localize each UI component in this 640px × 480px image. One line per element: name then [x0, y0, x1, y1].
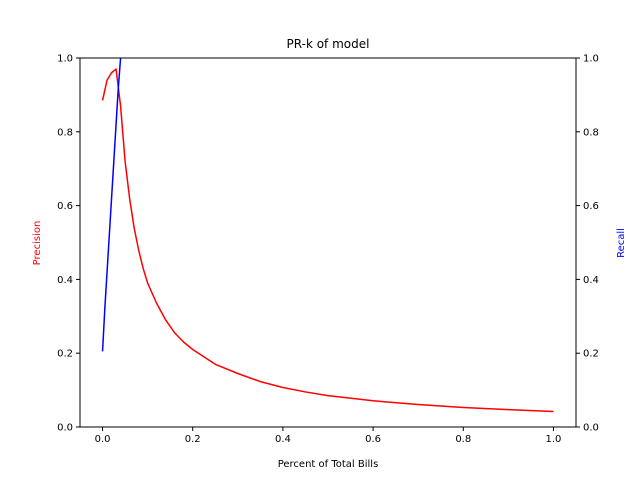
y-tick-label: 1.0 — [57, 54, 73, 65]
y-tick-label: 0.4 — [57, 275, 73, 286]
y2-tick-label: 0.6 — [583, 201, 599, 212]
chart-title: PR-k of model — [287, 37, 370, 51]
plot-series — [101, 58, 554, 413]
y2-tick-label: 0.2 — [583, 349, 599, 360]
x-tick-label: 0.2 — [185, 434, 201, 445]
x-tick-label: 0.4 — [275, 434, 291, 445]
x-tick-label: 1.0 — [546, 434, 562, 445]
y-axis-label-recall: Recall — [616, 228, 627, 258]
x-tick-label: 0.6 — [365, 434, 381, 445]
y2-axis-ticks: 0.0 0.2 0.4 0.6 0.8 1.0 — [576, 54, 599, 434]
y-tick-label: 0.0 — [57, 423, 73, 434]
x-tick-label: 0.0 — [95, 434, 111, 445]
y-tick-label: 0.6 — [57, 201, 73, 212]
y-tick-label: 0.2 — [57, 349, 73, 360]
precision-series-line — [101, 68, 554, 413]
y-axis-ticks: 0.0 0.2 0.4 0.6 0.8 1.0 — [57, 54, 80, 434]
y-tick-label: 0.8 — [57, 127, 73, 138]
y-axis-label-precision: Precision — [32, 221, 43, 266]
y2-tick-label: 0.0 — [583, 423, 599, 434]
x-tick-label: 0.8 — [455, 434, 471, 445]
x-axis-ticks: 0.0 0.2 0.4 0.6 0.8 1.0 — [95, 427, 562, 445]
y2-tick-label: 0.4 — [583, 275, 599, 286]
y2-tick-label: 1.0 — [583, 54, 599, 65]
y2-tick-label: 0.8 — [583, 127, 599, 138]
recall-series-line — [101, 58, 122, 352]
x-axis-label: Percent of Total Bills — [278, 459, 379, 470]
plot-frame — [79, 57, 577, 428]
